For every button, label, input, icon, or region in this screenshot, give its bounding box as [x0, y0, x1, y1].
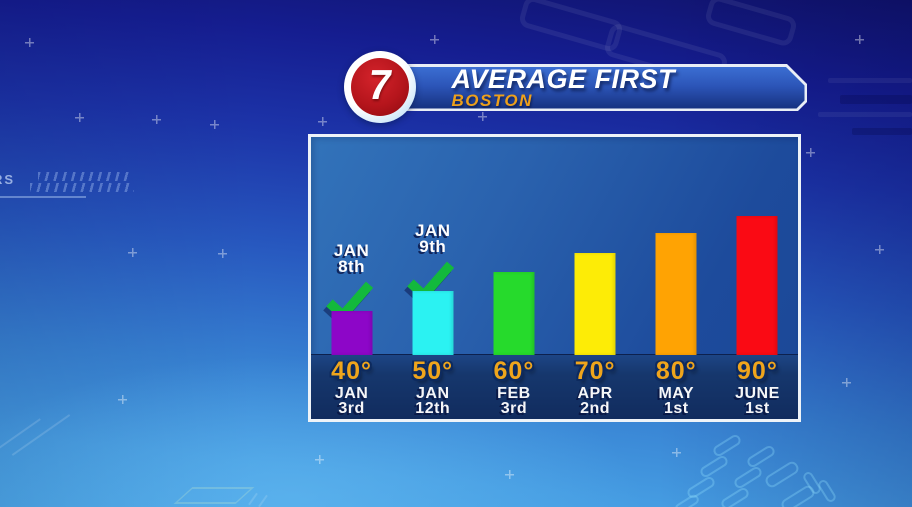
date-label: MAY 1st: [658, 385, 695, 417]
axis-strip: [311, 354, 798, 419]
bar-column: JAN 8th 40° JAN 3rd: [311, 137, 392, 419]
bar-column: 60° FEB 3rd: [473, 137, 554, 419]
sparkle-glint: [430, 35, 439, 44]
circuit-trace: [719, 485, 751, 507]
sparkle-glint: [210, 120, 219, 129]
bar-area: JAN 8th 40° JAN 3rd JAN 9th 50° JAN 12th 60° FEB 3rd…: [311, 137, 798, 419]
sparkle-glint: [128, 248, 137, 257]
divider-line: [0, 196, 86, 198]
bar-column: JAN 9th 50° JAN 12th: [392, 137, 473, 419]
streak-line: [840, 95, 912, 104]
streak-line: [852, 128, 912, 135]
date-label: JUNE 1st: [735, 385, 780, 417]
date-label: JAN 3rd: [334, 385, 369, 417]
sparkle-glint: [875, 245, 884, 254]
sparkle-glint: [672, 448, 681, 457]
temp-label: 70°: [574, 357, 616, 385]
logo-red-circle: 7: [351, 58, 409, 116]
sparkle-glint: [75, 113, 84, 122]
diagonal-line: [0, 418, 41, 450]
bar: [655, 233, 697, 355]
watermark-text: RS: [0, 172, 16, 187]
sparkle-glint: [478, 112, 487, 121]
sparkle-glint: [842, 378, 851, 387]
date-label: JAN 12th: [415, 385, 451, 417]
temp-label: 40°: [331, 357, 372, 385]
sparkle-glint: [218, 249, 227, 258]
temp-label: 50°: [412, 357, 454, 385]
bar: [574, 253, 616, 355]
circuit-trace: [698, 453, 730, 480]
sparkle-glint: [806, 148, 815, 157]
circuit-trace: [732, 464, 764, 491]
sparkle-glint: [315, 455, 324, 464]
seven-glyph: 7: [365, 61, 396, 108]
sparkle-glint: [855, 35, 864, 44]
bar: [493, 272, 535, 355]
hatch-marks: [38, 172, 130, 181]
diagonal-line: [248, 492, 258, 506]
bar: [736, 216, 778, 355]
sparkle-glint: [25, 38, 34, 47]
circuit-trace: [173, 487, 255, 504]
circuit-trace: [763, 459, 801, 490]
chart-panel: JAN 8th 40° JAN 3rd JAN 9th 50° JAN 12th 60° FEB 3rd…: [308, 134, 801, 422]
channel-7-logo: 7: [344, 51, 416, 123]
streak-line: [828, 78, 912, 83]
sparkle-glint: [505, 470, 514, 479]
annotation-date: JAN 9th: [414, 221, 451, 256]
date-label: FEB 3rd: [497, 385, 531, 417]
annotation-date: JAN 8th: [333, 241, 370, 276]
circuit-trace: [703, 0, 799, 48]
bar-column: 70° APR 2nd: [555, 137, 636, 419]
sparkle-glint: [318, 117, 327, 126]
sparkle-glint: [118, 395, 127, 404]
circuit-trace: [745, 443, 777, 470]
sparkle-glint: [152, 115, 161, 124]
hatch-marks: [30, 183, 134, 192]
date-label: APR 2nd: [577, 385, 613, 417]
temp-label: 60°: [493, 357, 535, 385]
diagonal-line: [258, 494, 268, 507]
circuit-trace: [711, 432, 743, 459]
page-subtitle: BOSTON: [451, 91, 533, 110]
title-banner-plate: AVERAGE FIRST BOSTON: [366, 67, 805, 109]
temp-label: 80°: [655, 357, 697, 385]
bar: [412, 291, 454, 355]
streak-line: [818, 112, 912, 117]
title-banner: AVERAGE FIRST BOSTON: [363, 64, 807, 111]
diagonal-line: [11, 414, 71, 456]
bar-column: 80° MAY 1st: [636, 137, 717, 419]
bar: [331, 311, 373, 355]
bar-column: 90° JUNE 1st: [717, 137, 798, 419]
page-title: AVERAGE FIRST: [451, 64, 676, 94]
temp-label: 90°: [737, 357, 778, 385]
